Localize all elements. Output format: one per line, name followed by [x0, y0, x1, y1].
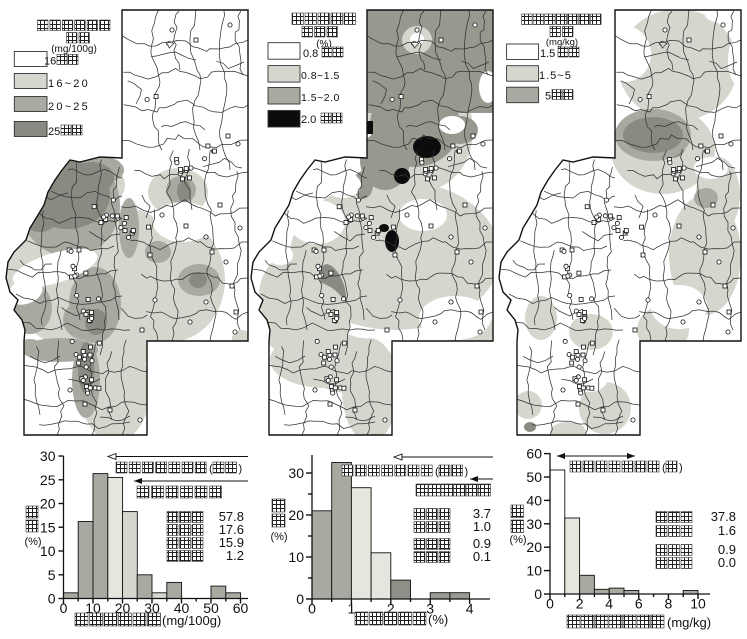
svg-text:(: ( [209, 463, 213, 475]
svg-text:(: ( [662, 462, 666, 474]
svg-text:25: 25 [48, 126, 60, 138]
svg-text:30: 30 [526, 516, 542, 532]
svg-text:1.5~5: 1.5~5 [539, 70, 572, 82]
svg-text:50: 50 [526, 469, 542, 485]
svg-text:1.0: 1.0 [473, 519, 491, 534]
svg-text:1.6: 1.6 [718, 523, 736, 538]
svg-text:4: 4 [605, 596, 613, 612]
svg-text:2: 2 [387, 601, 395, 617]
svg-text:15: 15 [40, 519, 56, 535]
svg-text:60: 60 [233, 600, 249, 616]
svg-text:(mg/100g): (mg/100g) [51, 44, 97, 55]
svg-text:): ) [679, 462, 683, 474]
svg-text:(mg/kg): (mg/kg) [546, 37, 578, 48]
svg-text:16~20: 16~20 [48, 78, 90, 90]
svg-text:1.2: 1.2 [226, 548, 244, 563]
svg-text:10: 10 [40, 543, 56, 559]
svg-text:(mg/kg): (mg/kg) [667, 615, 711, 630]
svg-text:0: 0 [296, 591, 304, 607]
svg-text:10: 10 [526, 563, 542, 579]
svg-text:4: 4 [466, 601, 474, 617]
svg-text:(%): (%) [270, 531, 287, 543]
svg-text:20: 20 [288, 507, 304, 523]
svg-text:0.0: 0.0 [718, 555, 736, 570]
svg-text:10: 10 [690, 596, 706, 612]
svg-text:10: 10 [288, 549, 304, 565]
svg-text:): ) [239, 463, 243, 475]
svg-text:0: 0 [60, 600, 68, 616]
svg-text:3.7: 3.7 [473, 506, 491, 521]
svg-text:1: 1 [348, 601, 356, 617]
svg-text:17.6: 17.6 [219, 522, 244, 537]
svg-text:30: 30 [40, 448, 56, 464]
svg-text:20: 20 [115, 600, 131, 616]
svg-text:37.8: 37.8 [711, 509, 736, 524]
svg-text:10: 10 [85, 600, 101, 616]
svg-text:16: 16 [44, 56, 56, 68]
svg-text:20: 20 [526, 539, 542, 555]
svg-text:5: 5 [545, 91, 551, 103]
svg-text:20: 20 [40, 496, 56, 512]
svg-text:6: 6 [635, 596, 643, 612]
svg-text:0: 0 [308, 601, 316, 617]
svg-text:40: 40 [526, 492, 542, 508]
svg-text:(%): (%) [316, 39, 332, 50]
svg-text:(: ( [435, 466, 439, 478]
svg-text:(%): (%) [24, 536, 41, 548]
svg-text:0: 0 [48, 591, 56, 607]
svg-text:15.9: 15.9 [219, 535, 244, 550]
svg-text:3: 3 [426, 601, 434, 617]
svg-text:20~25: 20~25 [48, 101, 90, 113]
svg-text:30: 30 [144, 600, 160, 616]
svg-text:(%): (%) [428, 612, 448, 627]
svg-text:8: 8 [665, 596, 673, 612]
svg-text:1.5: 1.5 [540, 48, 555, 60]
svg-text:1.5~2.0: 1.5~2.0 [301, 92, 340, 104]
svg-text:57.8: 57.8 [219, 509, 244, 524]
svg-text:40: 40 [174, 600, 190, 616]
svg-text:2: 2 [576, 596, 584, 612]
svg-text:): ) [465, 466, 469, 478]
svg-text:0.9: 0.9 [473, 536, 491, 551]
svg-text:0.8: 0.8 [303, 48, 318, 60]
svg-text:(mg/100g): (mg/100g) [162, 613, 221, 628]
svg-text:25: 25 [40, 472, 56, 488]
svg-text:(%): (%) [509, 534, 526, 546]
svg-text:2.0: 2.0 [301, 114, 316, 126]
svg-text:50: 50 [203, 600, 219, 616]
svg-text:0: 0 [546, 596, 554, 612]
svg-text:30: 30 [288, 465, 304, 481]
svg-text:0: 0 [534, 586, 542, 602]
svg-text:0.8~1.5: 0.8~1.5 [301, 70, 340, 82]
svg-text:0.1: 0.1 [473, 549, 491, 564]
svg-text:0.9: 0.9 [718, 542, 736, 557]
svg-text:5: 5 [48, 567, 56, 583]
svg-text:60: 60 [526, 446, 542, 462]
